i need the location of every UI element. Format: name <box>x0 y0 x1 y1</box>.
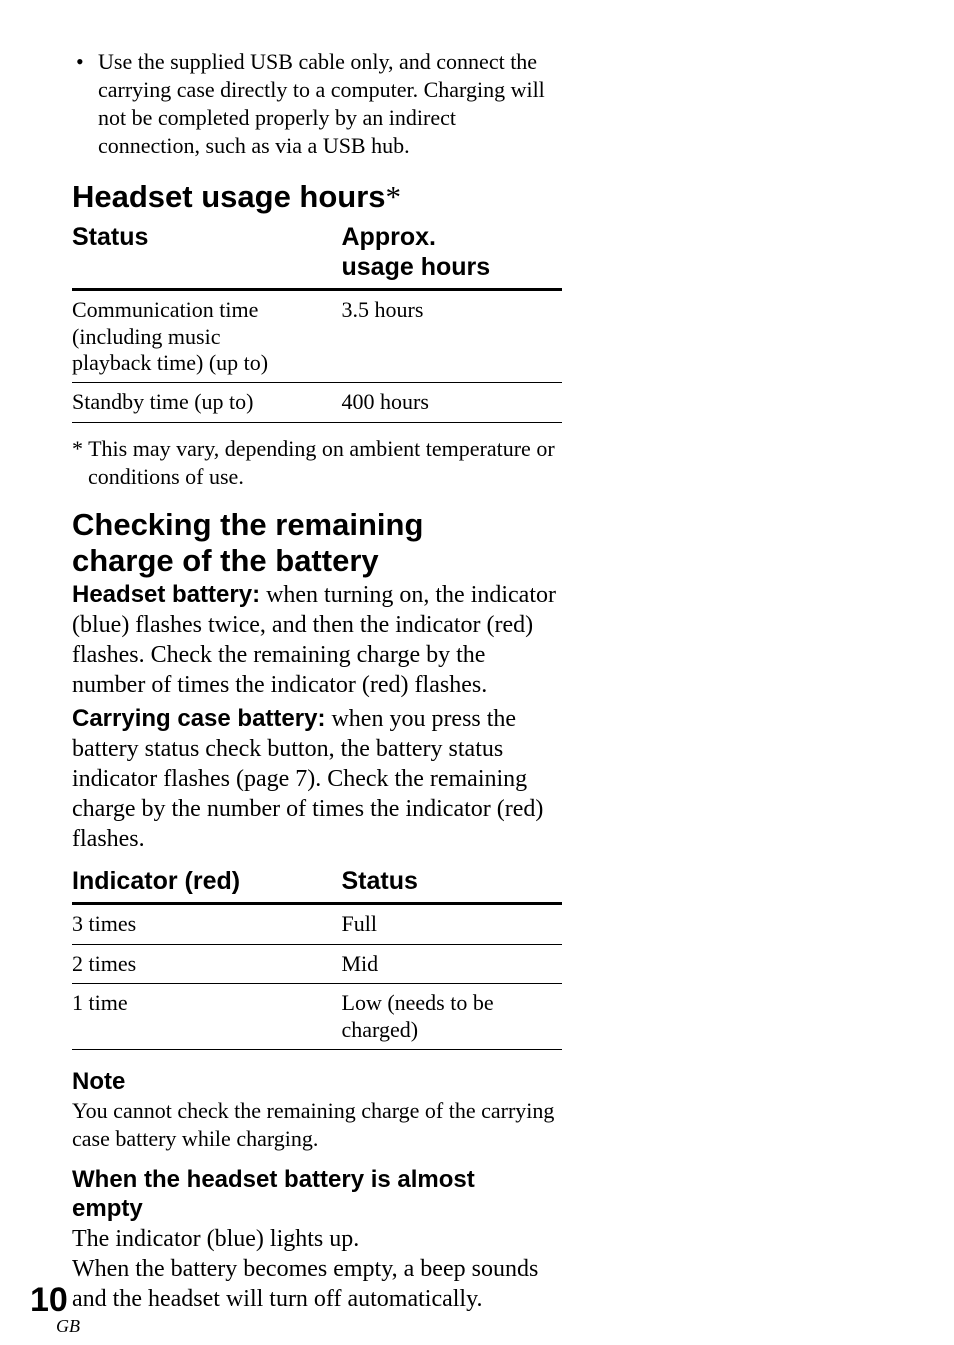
cell-value: 3.5 hours <box>342 290 563 383</box>
table-row: 1 time Low (needs to be charged) <box>72 984 562 1050</box>
cell-label-line: (including music <box>72 324 220 349</box>
cell-indicator: 3 times <box>72 904 342 944</box>
heading-checking-charge: Checking the remaining charge of the bat… <box>72 507 562 578</box>
subhead-empty: When the headset battery is almost empty <box>72 1166 562 1224</box>
footnote-star: * <box>72 436 83 461</box>
th-indicator: Indicator (red) <box>72 860 342 904</box>
th-hours-line1: Approx. <box>342 223 436 251</box>
th-hours-line2: usage hours <box>342 253 491 281</box>
th-status: Status <box>72 216 342 290</box>
table-header-row: Status Approx. usage hours <box>72 216 562 290</box>
cell-indicator: 1 time <box>72 984 342 1050</box>
run-in-case: Carrying case battery: <box>72 705 325 732</box>
bullet-list: Use the supplied USB cable only, and con… <box>72 48 562 161</box>
page-number: 10 <box>30 1283 80 1317</box>
cell-value: 400 hours <box>342 383 563 422</box>
cell-status: Mid <box>342 944 563 983</box>
cell-status-line: charged) <box>342 1017 419 1042</box>
footnote: * This may vary, depending on ambient te… <box>72 435 562 491</box>
heading-text: Headset usage hours <box>72 179 386 214</box>
table-row: 3 times Full <box>72 904 562 944</box>
heading-usage-hours: Headset usage hours* <box>72 179 562 215</box>
table-row: Standby time (up to) 400 hours <box>72 383 562 422</box>
case-battery-paragraph: Carrying case battery: when you press th… <box>72 704 562 854</box>
content-column: Use the supplied USB cable only, and con… <box>72 48 562 1314</box>
cell-status: Low (needs to be charged) <box>342 984 563 1050</box>
subhead-line: empty <box>72 1195 143 1222</box>
table-header-row: Indicator (red) Status <box>72 860 562 904</box>
cell-status-line: Low (needs to be <box>342 990 494 1015</box>
empty-body-1: The indicator (blue) lights up. <box>72 1224 562 1254</box>
heading-line: Checking the remaining <box>72 507 423 542</box>
cell-status: Full <box>342 904 563 944</box>
usage-hours-table: Status Approx. usage hours Communication… <box>72 216 562 423</box>
table-row: 2 times Mid <box>72 944 562 983</box>
heading-line: charge of the battery <box>72 543 379 578</box>
indicator-table: Indicator (red) Status 3 times Full 2 ti… <box>72 860 562 1050</box>
page-number-block: 10 GB <box>30 1283 80 1335</box>
bullet-item: Use the supplied USB cable only, and con… <box>98 48 562 161</box>
cell-label: Communication time (including music play… <box>72 290 342 383</box>
table-row: Communication time (including music play… <box>72 290 562 383</box>
th-hours: Approx. usage hours <box>342 216 563 290</box>
heading-asterisk: * <box>386 179 402 214</box>
cell-label-line: playback time) (up to) <box>72 350 268 375</box>
subhead-line: When the headset battery is almost <box>72 1166 475 1193</box>
page: Use the supplied USB cable only, and con… <box>0 0 954 1345</box>
page-region: GB <box>30 1317 80 1335</box>
headset-battery-paragraph: Headset battery: when turning on, the in… <box>72 580 562 700</box>
note-heading: Note <box>72 1066 562 1097</box>
empty-body-2: When the battery becomes empty, a beep s… <box>72 1254 562 1314</box>
cell-indicator: 2 times <box>72 944 342 983</box>
note-body: You cannot check the remaining charge of… <box>72 1097 562 1152</box>
run-in-headset: Headset battery: <box>72 581 260 608</box>
th-status: Status <box>342 860 563 904</box>
footnote-text: This may vary, depending on ambient temp… <box>88 436 555 489</box>
cell-label: Standby time (up to) <box>72 383 342 422</box>
cell-label-line: Communication time <box>72 297 258 322</box>
